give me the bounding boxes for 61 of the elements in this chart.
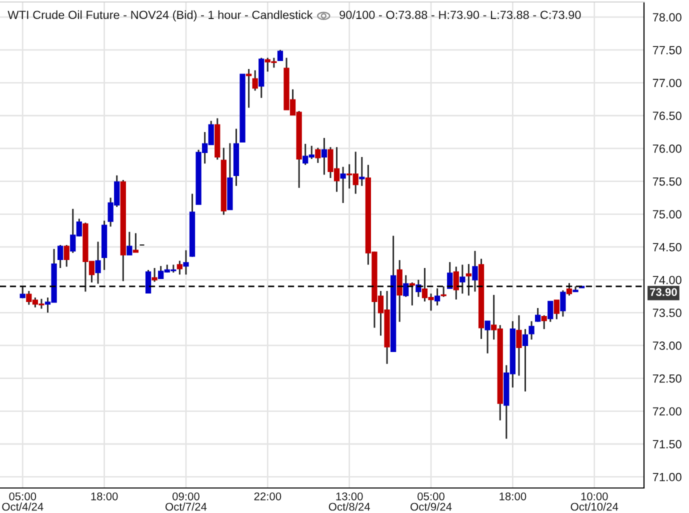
candlestick <box>554 299 560 320</box>
x-tick-label: 18:00 <box>500 492 526 500</box>
candlestick <box>246 68 252 109</box>
candlestick <box>541 314 547 330</box>
candlestick <box>416 279 422 298</box>
x-tick-label: 18:00 <box>91 492 118 500</box>
y-tick-label: 77.00 <box>652 78 682 88</box>
candlestick <box>434 288 440 306</box>
candlestick <box>132 232 139 253</box>
candlestick <box>152 267 158 283</box>
text: WTI Crude Oil Future - NOV24 (Bid) - 1 hour - Candlestick <box>8 10 313 22</box>
y-tick-label: 74.50 <box>652 243 682 252</box>
candlestick <box>340 166 346 204</box>
candlestick <box>548 300 554 323</box>
x-tick-label: 10:00 Oct/10/24 <box>570 492 618 511</box>
y-tick-label: 77.50 <box>652 46 682 54</box>
candlestick <box>447 261 453 290</box>
candlestick <box>403 274 409 298</box>
y-tick-label: 73.50 <box>652 308 682 318</box>
candlestick <box>64 244 70 268</box>
x-tick-label: 09:00 Oct/7/24 <box>166 492 207 511</box>
candlestick <box>126 231 132 256</box>
text: 90/100 - O:73.88 - H:73.90 - L:73.88 - C:73.90 <box>340 10 581 20</box>
candlestick <box>252 70 258 92</box>
candlestick <box>277 49 284 62</box>
ref-line-label: 73.90 <box>650 288 677 296</box>
candlestick <box>560 290 566 318</box>
y-tick-label: 72.50 <box>652 374 682 383</box>
candlestick <box>460 264 466 294</box>
x-tick-label: 05:00 Oct/9/24 <box>410 492 452 511</box>
candlestick <box>321 137 328 176</box>
candlestick <box>176 260 183 276</box>
x-tick-label: 13:00 Oct/8/24 <box>328 492 370 511</box>
candlestick <box>535 307 541 323</box>
candlestick <box>472 250 478 292</box>
candlestick <box>440 286 446 298</box>
y-tick-label: 73.00 <box>652 342 682 350</box>
candlestick <box>516 314 522 376</box>
candlestick <box>183 249 189 276</box>
y-tick-label: 74.00 <box>652 276 682 284</box>
y-tick-label: 76.00 <box>652 144 682 153</box>
y-tick-label: 75.50 <box>652 177 682 186</box>
y-tick-label: 76.50 <box>652 112 682 120</box>
y-tick-label: 71.00 <box>652 472 682 482</box>
y-tick-label: 71.50 <box>652 440 682 448</box>
candlestick <box>95 240 101 285</box>
candlestick <box>145 269 152 294</box>
candlestick <box>453 266 459 300</box>
candlestick <box>409 282 415 306</box>
y-tick-label: 72.00 <box>652 407 682 416</box>
y-tick-label: 78.00 <box>652 13 682 22</box>
x-tick-label: 05:00 Oct/4/24 <box>2 492 44 511</box>
candlestick <box>58 244 64 269</box>
candlestick <box>315 147 321 164</box>
candlestick <box>566 282 572 296</box>
y-tick-label: 75.00 <box>652 210 682 219</box>
candlestick <box>522 328 528 392</box>
x-tick-label: 22:00 <box>254 492 282 500</box>
candlestick <box>528 320 534 340</box>
candlestick <box>466 263 472 296</box>
candlestick <box>484 320 490 354</box>
